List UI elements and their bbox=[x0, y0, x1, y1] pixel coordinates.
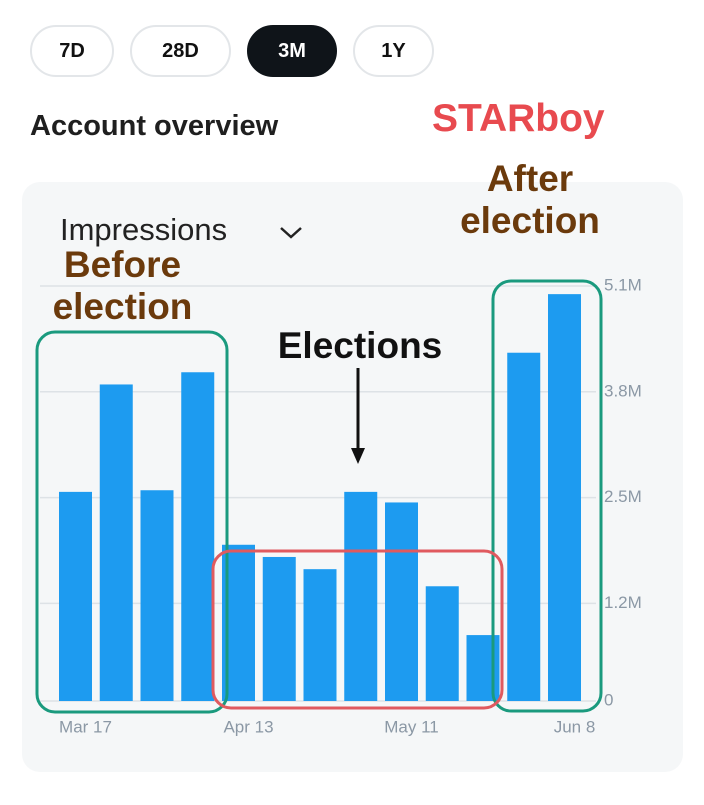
y-tick-label: 1.2M bbox=[604, 593, 642, 612]
x-tick-label: Apr 13 bbox=[223, 717, 273, 736]
x-tick-label: May 11 bbox=[384, 717, 439, 736]
arrow-head bbox=[351, 448, 365, 464]
tab[interactable]: 7D bbox=[30, 25, 114, 77]
highlight-box bbox=[35, 330, 229, 714]
bar bbox=[303, 569, 337, 701]
metric-label: Impressions bbox=[60, 212, 228, 247]
bar bbox=[507, 352, 541, 701]
bar bbox=[99, 384, 133, 701]
annotation: Before election bbox=[52, 244, 193, 327]
bar bbox=[59, 491, 92, 701]
bar bbox=[385, 502, 418, 701]
highlight-box bbox=[491, 279, 603, 713]
highlight-box bbox=[211, 549, 504, 710]
bar bbox=[140, 490, 174, 701]
x-tick-label: Jun 8 bbox=[554, 717, 596, 736]
bar bbox=[181, 372, 215, 701]
y-tick-label: 2.5M bbox=[604, 487, 642, 506]
y-tick-label: 5.1M bbox=[604, 275, 642, 294]
bar bbox=[548, 294, 581, 701]
bar bbox=[466, 635, 500, 701]
annotation: After election bbox=[460, 158, 600, 241]
section-title: Account overview bbox=[30, 110, 279, 142]
chevron[interactable] bbox=[280, 227, 302, 239]
bar bbox=[344, 491, 378, 701]
y-tick-label: 3.8M bbox=[604, 381, 642, 400]
tab[interactable]: 1Y bbox=[353, 25, 434, 77]
x-tick-label: Mar 17 bbox=[59, 717, 112, 736]
annotation: Elections bbox=[277, 325, 443, 366]
watermark: STARboy bbox=[432, 97, 605, 140]
y-tick-label: 0 bbox=[604, 690, 613, 709]
bar bbox=[425, 586, 459, 701]
metric-select[interactable]: Impressions bbox=[60, 212, 227, 248]
tab[interactable]: 28D bbox=[130, 25, 231, 77]
bar bbox=[262, 556, 296, 701]
tab[interactable]: 3M bbox=[247, 25, 337, 77]
